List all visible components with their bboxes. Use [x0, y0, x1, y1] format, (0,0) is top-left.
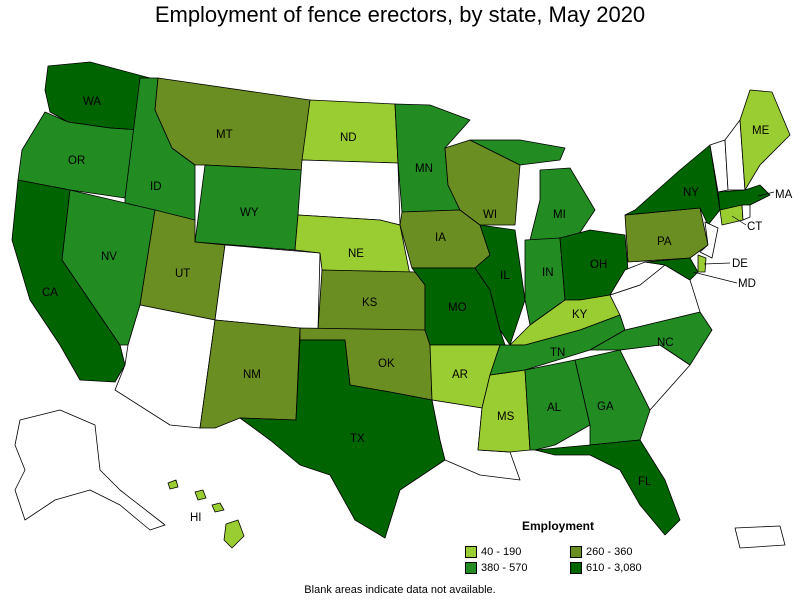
label-pa: PA [657, 236, 672, 248]
legend-item-2: 260 - 360 [570, 546, 632, 558]
legend-item-1: 40 - 190 [465, 546, 521, 558]
label-ok: OK [378, 358, 395, 370]
leader-md [692, 271, 738, 284]
state-ak[interactable] [14, 409, 166, 531]
state-il[interactable] [474, 224, 526, 346]
legend-swatch-3 [465, 562, 477, 574]
label-nm: NM [243, 369, 261, 381]
legend-item-4: 610 - 3,080 [570, 562, 642, 574]
legend-label-3: 380 - 570 [481, 562, 528, 574]
state-ri[interactable] [741, 204, 751, 221]
legend-swatch-2 [570, 546, 582, 558]
legend-swatch-4 [570, 562, 582, 574]
label-ne: NE [348, 248, 364, 260]
state-ny[interactable] [624, 144, 721, 226]
label-fl: FL [638, 476, 652, 488]
map-title: Employment of fence erectors, by state, … [154, 2, 646, 27]
leader-ma [757, 191, 775, 197]
label-mi: MI [553, 209, 566, 221]
state-nj[interactable] [699, 221, 719, 259]
label-in: IN [542, 267, 554, 279]
legend-item-3: 380 - 570 [465, 562, 527, 574]
label-me: ME [752, 125, 770, 137]
state-md[interactable] [644, 257, 699, 281]
label-tx: TX [350, 433, 365, 445]
label-nc: NC [657, 337, 674, 349]
label-ar: AR [452, 369, 468, 381]
state-hi[interactable] [167, 479, 245, 549]
label-nv: NV [101, 251, 117, 263]
label-id: ID [150, 181, 162, 193]
label-de: DE [732, 258, 748, 270]
label-mo: MO [448, 302, 467, 314]
label-nd: ND [340, 132, 357, 144]
label-ga: GA [597, 401, 614, 413]
legend-label-2: 260 - 360 [586, 546, 633, 558]
label-ut: UT [175, 268, 190, 280]
legend-label-4: 610 - 3,080 [586, 562, 642, 574]
label-hi: HI [190, 512, 202, 524]
state-me[interactable] [739, 89, 791, 191]
legend-label-1: 40 - 190 [481, 546, 522, 558]
label-md: MD [738, 278, 756, 290]
label-mn: MN [415, 163, 433, 175]
label-tn: TN [550, 347, 565, 359]
state-co[interactable] [214, 244, 321, 331]
legend-swatch-1 [465, 546, 477, 558]
state-de[interactable] [697, 254, 707, 273]
label-or: OR [68, 155, 85, 167]
label-wi: WI [483, 209, 497, 221]
label-ky: KY [572, 309, 588, 321]
label-mt: MT [216, 129, 233, 141]
label-ms: MS [497, 411, 515, 423]
label-ia: IA [435, 232, 446, 244]
state-tx[interactable] [239, 339, 446, 539]
footnote: Blank areas indicate data not available. [304, 584, 496, 596]
label-al: AL [547, 402, 562, 414]
territory-pr[interactable] [734, 525, 786, 549]
state-fl[interactable] [534, 439, 681, 536]
state-wv[interactable] [609, 261, 666, 296]
leader-ct [731, 215, 747, 226]
leader-de [703, 262, 731, 265]
label-il: IL [500, 270, 510, 282]
label-ct: CT [747, 221, 762, 233]
label-oh: OH [590, 259, 607, 271]
label-ny: NY [683, 187, 699, 199]
label-wy: WY [240, 207, 259, 219]
state-pa[interactable] [624, 207, 709, 263]
state-sd[interactable] [297, 159, 401, 226]
label-ca: CA [42, 287, 58, 299]
label-ks: KS [362, 297, 378, 309]
label-ma: MA [775, 189, 793, 201]
label-wa: WA [83, 96, 101, 108]
legend-title: Employment [522, 519, 595, 533]
